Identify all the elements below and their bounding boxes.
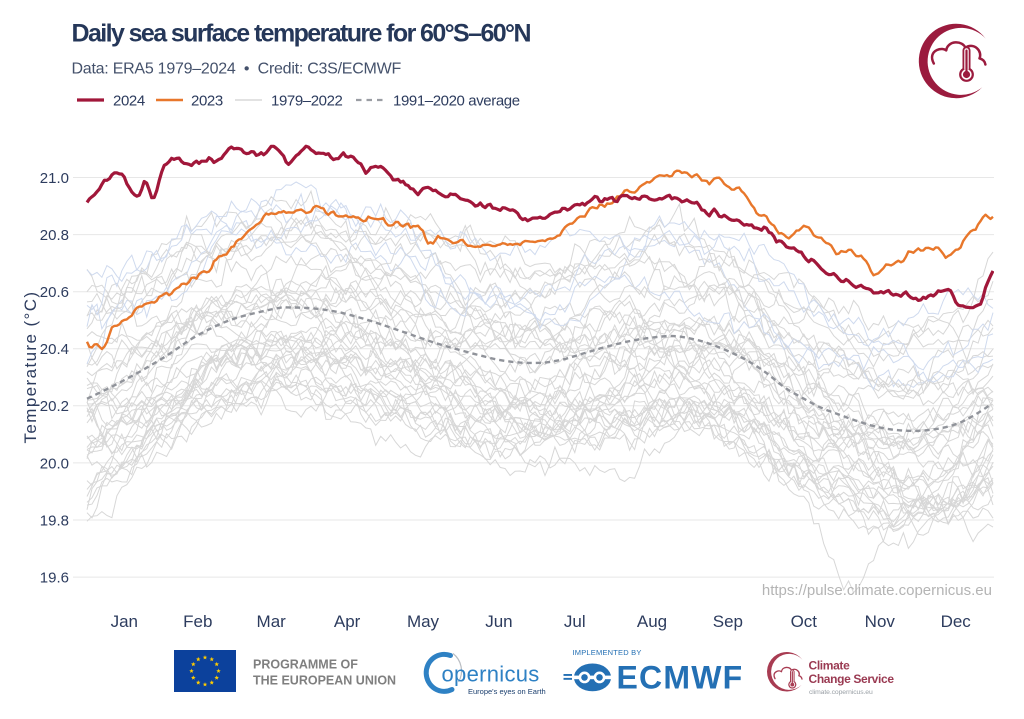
svg-text:Feb: Feb: [183, 612, 212, 631]
svg-text:Europe's eyes on Earth: Europe's eyes on Earth: [468, 687, 546, 696]
svg-text:IMPLEMENTED BY: IMPLEMENTED BY: [573, 648, 642, 657]
svg-text:PROGRAMME OF: PROGRAMME OF: [253, 658, 358, 672]
svg-text:Mar: Mar: [257, 612, 287, 631]
svg-text:20.2: 20.2: [40, 398, 69, 415]
svg-text:Climate: Climate: [809, 659, 851, 673]
svg-text:opernicus: opernicus: [442, 662, 540, 687]
svg-text:Jun: Jun: [485, 612, 512, 631]
svg-text:Aug: Aug: [637, 612, 667, 631]
svg-text:Daily sea surface temperature: Daily sea surface temperature for 60°S–6…: [72, 20, 531, 48]
svg-text:19.8: 19.8: [40, 512, 69, 529]
svg-text:2023: 2023: [191, 92, 223, 109]
svg-text:Temperature (°C): Temperature (°C): [21, 291, 40, 444]
svg-text:Oct: Oct: [791, 612, 818, 631]
svg-text:Nov: Nov: [865, 612, 896, 631]
svg-text:THE EUROPEAN UNION: THE EUROPEAN UNION: [253, 674, 396, 688]
svg-text:climate.copernicus.eu: climate.copernicus.eu: [809, 689, 873, 696]
svg-text:Apr: Apr: [334, 612, 361, 631]
svg-text:Dec: Dec: [941, 612, 972, 631]
svg-text:Data: ERA5 1979–2024 • Credi: Data: ERA5 1979–2024 • Credit: C3S/ECMWF: [72, 61, 402, 78]
svg-text:Sep: Sep: [713, 612, 743, 631]
svg-text:20.8: 20.8: [40, 227, 69, 244]
svg-text:21.0: 21.0: [40, 170, 69, 187]
svg-text:2024: 2024: [113, 92, 145, 109]
svg-text:1979–2022: 1979–2022: [271, 92, 343, 109]
svg-text:1991–2020 average: 1991–2020 average: [393, 92, 520, 109]
svg-text:Change Service: Change Service: [809, 672, 895, 686]
svg-text:20.4: 20.4: [40, 341, 69, 358]
svg-text:Jul: Jul: [564, 612, 586, 631]
svg-text:May: May: [407, 612, 440, 631]
svg-text:19.6: 19.6: [40, 570, 69, 587]
svg-text:Jan: Jan: [111, 612, 138, 631]
svg-text:https://pulse.climate.copernic: https://pulse.climate.copernicus.eu: [762, 582, 992, 599]
svg-text:ECMWF: ECMWF: [617, 660, 744, 696]
svg-text:20.0: 20.0: [40, 455, 69, 472]
svg-text:20.6: 20.6: [40, 284, 69, 301]
